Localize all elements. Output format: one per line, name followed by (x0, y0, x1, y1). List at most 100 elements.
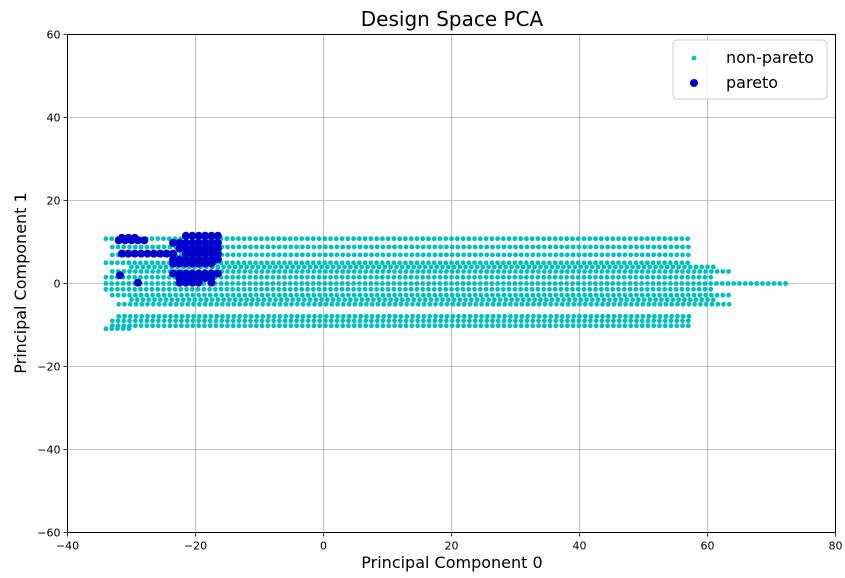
non-pareto-point (282, 318, 288, 324)
non-pareto-point (129, 264, 134, 270)
non-pareto-point (294, 313, 300, 319)
non-pareto-point (287, 236, 293, 242)
non-pareto-point (627, 281, 633, 286)
non-pareto-point (265, 269, 271, 274)
non-pareto-point (296, 264, 301, 270)
non-pareto-point (161, 323, 167, 329)
non-pareto-point (587, 323, 593, 329)
non-pareto-point (461, 301, 467, 307)
x-tick-label-neg40: −40 (56, 540, 79, 553)
non-pareto-point (561, 264, 566, 270)
non-pareto-point (524, 269, 530, 274)
non-pareto-point (426, 236, 431, 242)
non-pareto-point (783, 281, 788, 286)
non-pareto-point (538, 297, 543, 303)
non-pareto-point (186, 297, 192, 303)
non-pareto-point (143, 260, 149, 266)
non-pareto-point (322, 281, 328, 286)
non-pareto-point (428, 297, 434, 303)
non-pareto-point (680, 252, 685, 258)
non-pareto-point (547, 244, 553, 250)
non-pareto-point (138, 323, 144, 329)
non-pareto-point (564, 323, 570, 329)
non-pareto-point (536, 269, 541, 274)
non-pareto-point (634, 323, 639, 329)
non-pareto-point (415, 318, 420, 324)
non-pareto-point (415, 292, 420, 298)
non-pareto-point (247, 260, 253, 266)
non-pareto-point (449, 323, 455, 329)
non-pareto-point (547, 274, 552, 280)
non-pareto-point (445, 297, 451, 303)
legend-marker-pareto (690, 79, 698, 87)
non-pareto-point (457, 297, 463, 303)
non-pareto-point (438, 313, 444, 319)
non-pareto-point (328, 286, 333, 292)
non-pareto-point (305, 244, 311, 250)
non-pareto-point (403, 269, 409, 274)
non-pareto-point (184, 318, 190, 324)
non-pareto-point (109, 236, 115, 242)
non-pareto-point (611, 323, 616, 329)
non-pareto-point (524, 323, 530, 329)
non-pareto-point (570, 252, 576, 258)
non-pareto-point (132, 318, 138, 324)
non-pareto-point (611, 318, 616, 324)
non-pareto-point (392, 269, 397, 274)
non-pareto-point (346, 323, 351, 329)
non-pareto-point (559, 313, 565, 319)
non-pareto-point (146, 264, 152, 270)
non-pareto-point (549, 297, 555, 303)
non-pareto-point (628, 292, 634, 298)
non-pareto-point (486, 264, 492, 270)
non-pareto-point (398, 301, 404, 307)
non-pareto-point (520, 297, 526, 303)
non-pareto-point (382, 264, 388, 270)
non-pareto-point (664, 297, 670, 303)
non-pareto-point (541, 244, 547, 250)
non-pareto-point (259, 252, 265, 258)
non-pareto-point (248, 244, 253, 250)
pareto-point (169, 238, 178, 247)
non-pareto-point (449, 318, 455, 324)
non-pareto-point (538, 264, 543, 270)
non-pareto-point (454, 260, 460, 266)
pareto-point (201, 238, 210, 247)
non-pareto-point (454, 236, 460, 242)
non-pareto-point (570, 236, 575, 242)
non-pareto-point (379, 281, 385, 286)
non-pareto-point (196, 318, 202, 324)
non-pareto-point (313, 297, 319, 303)
non-pareto-point (253, 318, 259, 324)
non-pareto-point (116, 301, 122, 307)
non-pareto-point (288, 269, 294, 274)
non-pareto-point (708, 286, 714, 292)
non-pareto-point (686, 313, 692, 319)
non-pareto-point (132, 269, 138, 274)
non-pareto-point (673, 286, 679, 292)
non-pareto-point (639, 269, 645, 274)
non-pareto-point (564, 318, 570, 324)
non-pareto-point (270, 236, 276, 242)
non-pareto-point (633, 236, 639, 242)
non-pareto-point (334, 292, 340, 298)
non-pareto-point (323, 244, 328, 250)
non-pareto-point (708, 274, 714, 280)
non-pareto-point (265, 252, 271, 258)
non-pareto-point (449, 244, 455, 250)
non-pareto-point (313, 264, 319, 270)
non-pareto-point (241, 281, 247, 286)
non-pareto-point (115, 286, 120, 292)
non-pareto-point (559, 252, 564, 258)
non-pareto-point (374, 260, 380, 266)
non-pareto-point (152, 297, 157, 303)
non-pareto-point (224, 236, 230, 242)
non-pareto-point (467, 313, 473, 319)
non-pareto-point (477, 274, 483, 280)
non-pareto-point (145, 301, 150, 307)
non-pareto-point (523, 236, 529, 242)
non-pareto-point (651, 244, 657, 250)
non-pareto-point (426, 274, 431, 280)
non-pareto-point (489, 274, 495, 280)
non-pareto-point (161, 318, 167, 324)
